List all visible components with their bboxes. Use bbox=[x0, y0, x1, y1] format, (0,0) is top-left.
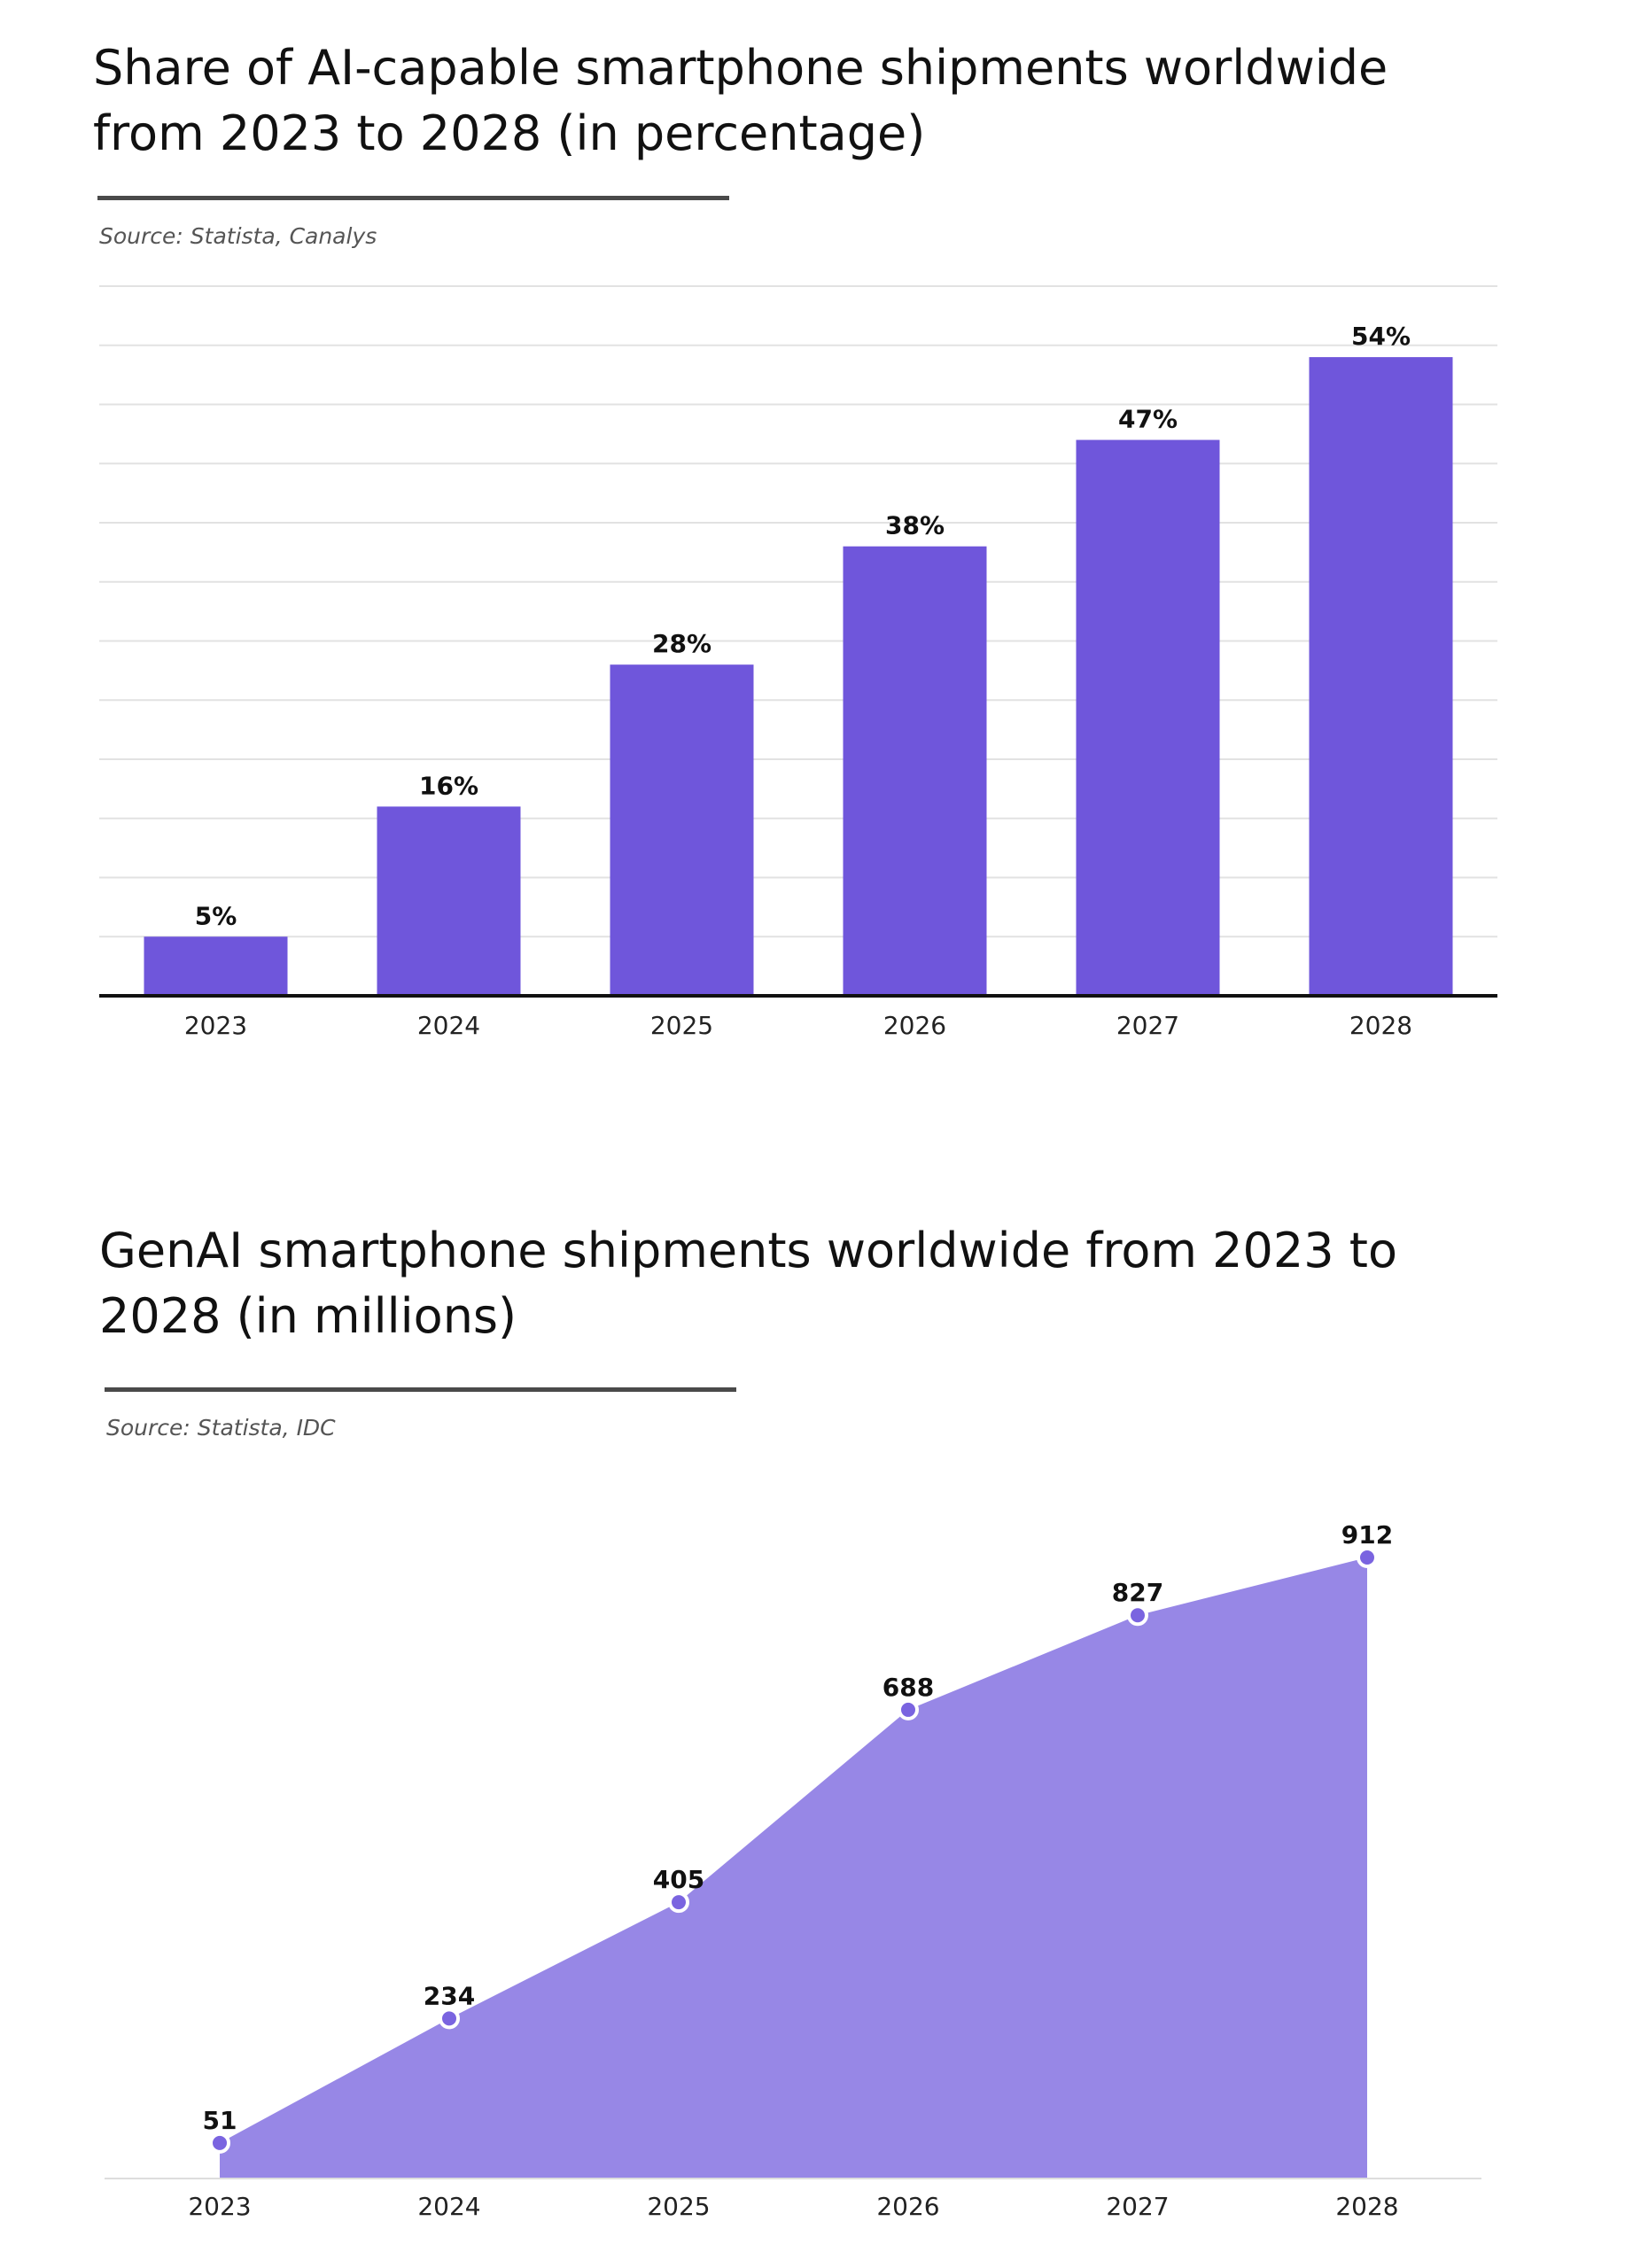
data-label-2025: 28% bbox=[652, 629, 711, 658]
chart-title: GenAI smartphone shipments worldwide fro… bbox=[99, 1223, 1397, 1344]
area-fill bbox=[220, 1557, 1367, 2178]
ai-share-chart: Share of AI-capable smartphone shipments… bbox=[93, 40, 1497, 1040]
genai-shipments-chart: GenAI smartphone shipments worldwide fro… bbox=[0, 1152, 1625, 2268]
x-tick-2024: 2024 bbox=[417, 2192, 480, 2221]
data-label-2028: 54% bbox=[1351, 322, 1411, 351]
title-underline bbox=[97, 196, 729, 200]
point-2024 bbox=[439, 2008, 460, 2030]
bar-2025 bbox=[610, 664, 754, 996]
point-2027 bbox=[1127, 1604, 1148, 1627]
x-tick-2023: 2023 bbox=[188, 2192, 251, 2221]
data-label-2023: 51 bbox=[203, 2106, 237, 2135]
bar-2023 bbox=[144, 936, 288, 996]
x-tick-2026: 2026 bbox=[876, 2192, 939, 2221]
chart-source: Source: Statista, Canalys bbox=[99, 223, 377, 249]
x-tick-2028: 2028 bbox=[1335, 2192, 1398, 2221]
data-label-2025: 405 bbox=[653, 1865, 704, 1894]
title-underline bbox=[105, 1387, 736, 1392]
x-tick-2023: 2023 bbox=[184, 1011, 247, 1040]
data-label-2026: 38% bbox=[885, 511, 945, 540]
x-tick-2024: 2024 bbox=[417, 1011, 480, 1040]
data-label-2027: 47% bbox=[1118, 405, 1178, 434]
data-label-2023: 5% bbox=[195, 901, 237, 930]
point-2023 bbox=[209, 2132, 230, 2154]
point-2026 bbox=[898, 1698, 919, 1720]
point-2028 bbox=[1357, 1547, 1378, 1568]
chart-title: Share of AI-capable smartphone shipments… bbox=[93, 40, 1388, 161]
bar-chart-svg: 5% 2023 16% 2024 28% 2025 38% 2026 47% 2027 54% 202… bbox=[99, 285, 1497, 1040]
data-label-2024: 234 bbox=[424, 1981, 475, 2010]
x-tick-2028: 2028 bbox=[1349, 1011, 1412, 1040]
x-tick-2027: 2027 bbox=[1116, 1011, 1179, 1040]
area-chart-svg: 51 2023 234 2024 405 2025 688 2026 827 2027 912 202… bbox=[105, 1520, 1481, 2221]
data-label-2026: 688 bbox=[882, 1673, 934, 1702]
bar-2026 bbox=[843, 546, 987, 996]
data-label-2024: 16% bbox=[419, 771, 478, 800]
point-2025 bbox=[668, 1891, 689, 1914]
bar-2027 bbox=[1076, 439, 1220, 996]
data-label-2028: 912 bbox=[1341, 1520, 1393, 1550]
x-tick-2025: 2025 bbox=[647, 2192, 710, 2221]
x-tick-2025: 2025 bbox=[650, 1011, 713, 1040]
x-tick-2026: 2026 bbox=[883, 1011, 946, 1040]
data-label-2027: 827 bbox=[1112, 1578, 1163, 1607]
bar-2028 bbox=[1309, 357, 1453, 997]
bar-2024 bbox=[377, 806, 521, 996]
chart-source: Source: Statista, IDC bbox=[106, 1415, 336, 1441]
x-tick-2027: 2027 bbox=[1106, 2192, 1169, 2221]
